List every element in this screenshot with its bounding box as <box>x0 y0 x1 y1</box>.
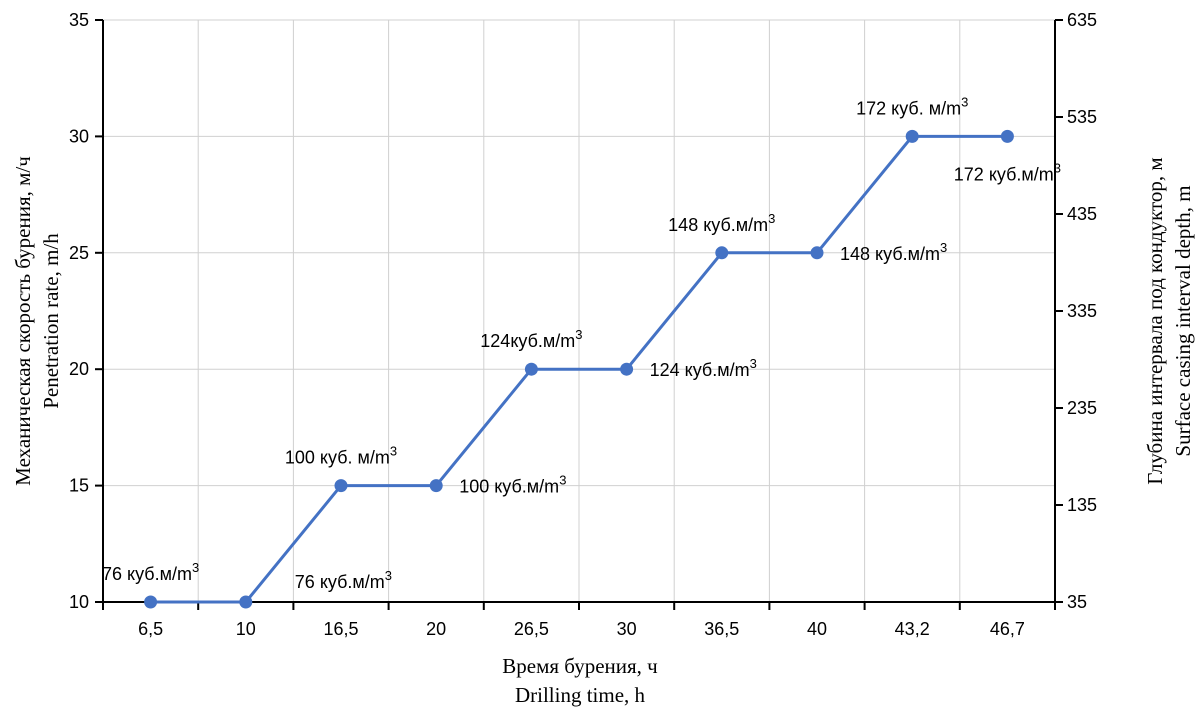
y-right-tick-label: 335 <box>1067 301 1097 321</box>
data-label: 76 куб.м/m3 <box>295 568 392 592</box>
axes: 10 15 20 25 30 35 35 135 235 335 435 535 635 6,5 10 16,… <box>69 10 1097 639</box>
x-tick-label: 36,5 <box>704 619 739 639</box>
x-tick-label: 16,5 <box>323 619 358 639</box>
data-point <box>905 129 919 143</box>
y-left-tick-label: 10 <box>69 592 89 612</box>
y-right-title-line1: Глубина интервала под кондуктор, м <box>1143 157 1167 484</box>
data-point <box>144 595 158 609</box>
y-right-tick-label: 535 <box>1067 107 1097 127</box>
y-left-tick-label: 20 <box>69 359 89 379</box>
data-point <box>429 479 443 493</box>
y-left-tick-label: 30 <box>69 126 89 146</box>
data-label: 100 куб. м/m3 <box>285 444 397 468</box>
x-tick-label: 6,5 <box>138 619 163 639</box>
data-label: 148 куб.м/m3 <box>668 211 775 235</box>
data-label: 172 куб.м/m3 <box>954 160 1061 184</box>
x-tick-label: 30 <box>617 619 637 639</box>
data-label: 124 куб.м/m3 <box>650 356 757 380</box>
data-label: 100 куб.м/m3 <box>459 473 566 497</box>
data-point <box>810 246 824 260</box>
series-layer <box>144 129 1014 609</box>
y-left-tick-label: 35 <box>69 10 89 30</box>
x-tick-label: 20 <box>426 619 446 639</box>
y-right-tick-label: 35 <box>1067 592 1087 612</box>
series-line <box>150 134 1008 604</box>
data-label: 148 куб.м/m3 <box>840 240 947 264</box>
y-right-tick-label: 235 <box>1067 398 1097 418</box>
data-label: 76 куб.м/m3 <box>102 560 199 584</box>
y-left-title-line1: Механическая скорость бурения, м/ч <box>11 156 35 486</box>
data-point <box>524 362 538 376</box>
x-tick-label: 46,7 <box>990 619 1025 639</box>
data-point <box>620 362 634 376</box>
y-right-tick-label: 135 <box>1067 495 1097 515</box>
y-right-title-line2: Surface casing interval depth, m <box>1171 185 1195 456</box>
y-left-title-line2: Penetration rate, m/h <box>39 233 63 409</box>
y-left-tick-label: 15 <box>69 476 89 496</box>
x-tick-label: 10 <box>236 619 256 639</box>
data-label: 172 куб. м/m3 <box>856 94 968 118</box>
data-label: 124куб.м/m3 <box>480 327 582 351</box>
x-tick-label: 26,5 <box>514 619 549 639</box>
x-axis-title-line2: Drilling time, h <box>515 683 646 707</box>
data-point <box>334 479 348 493</box>
x-axis-title-line1: Время бурения, ч <box>502 654 658 678</box>
data-point <box>1000 129 1014 143</box>
y-right-tick-label: 435 <box>1067 204 1097 224</box>
data-point <box>239 595 253 609</box>
data-labels: 76 куб.м/m3 76 куб.м/m3 100 куб. м/m3 100 к… <box>102 94 1061 592</box>
x-tick-label: 40 <box>807 619 827 639</box>
x-tick-label: 43,2 <box>895 619 930 639</box>
y-right-tick-label: 635 <box>1067 10 1097 30</box>
y-left-tick-label: 25 <box>69 243 89 263</box>
data-point <box>715 246 729 260</box>
